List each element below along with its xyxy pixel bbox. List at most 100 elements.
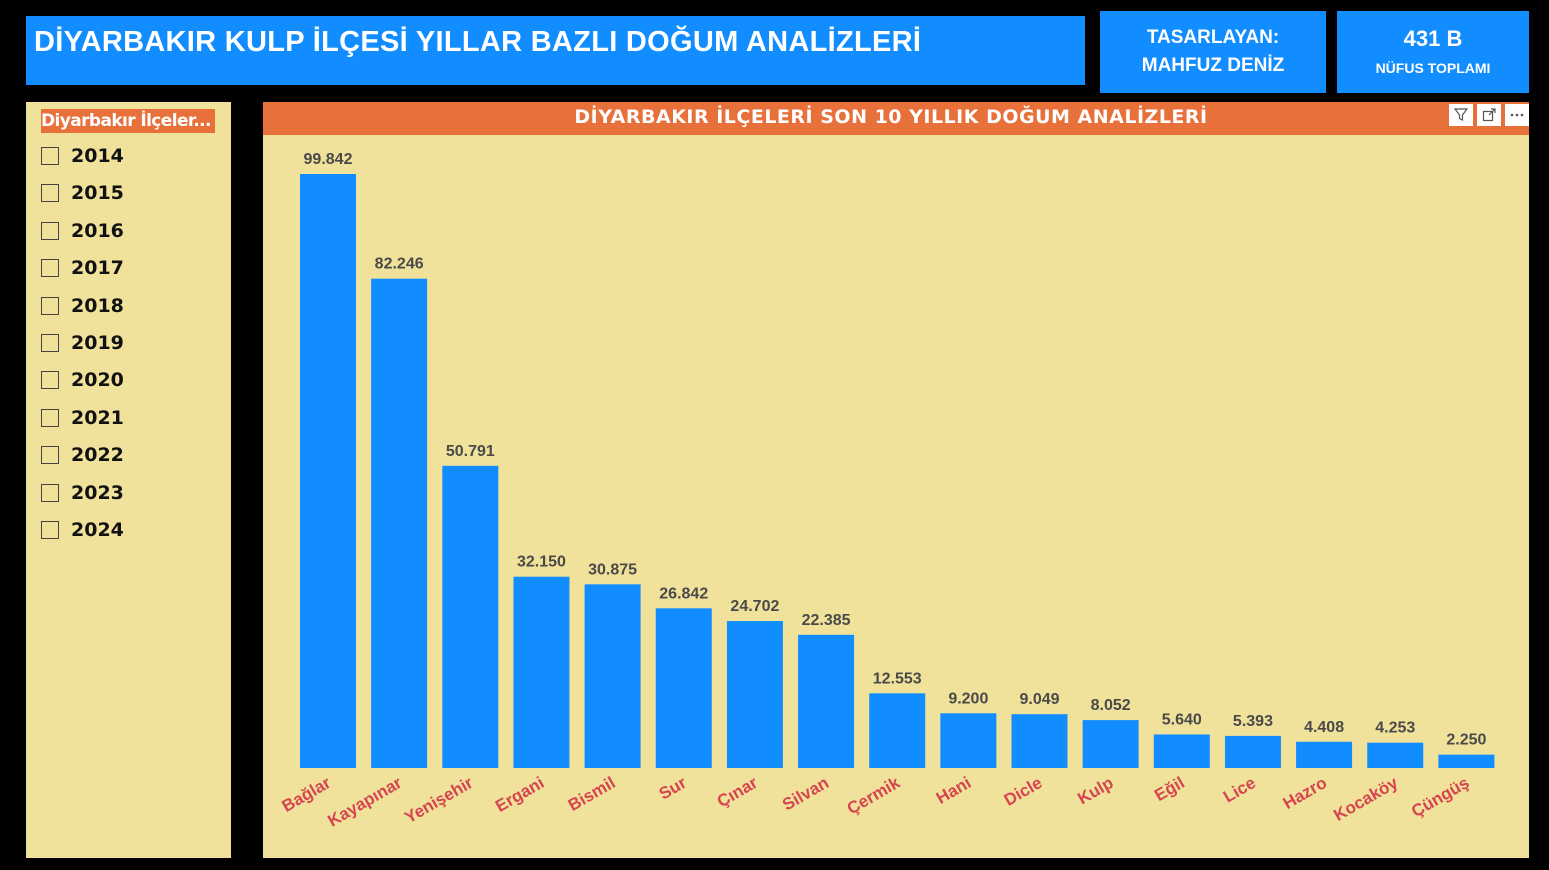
report-title: DİYARBAKIR KULP İLÇESİ YILLAR BAZLI DOĞU…: [34, 26, 922, 58]
filter-icon[interactable]: [1449, 104, 1473, 126]
data-label: 24.702: [730, 598, 779, 615]
slicer-item-2022[interactable]: 2022: [41, 440, 124, 470]
bar-Dicle[interactable]: [1011, 714, 1068, 768]
data-label: 8.052: [1091, 697, 1131, 714]
bar-Kocaköy[interactable]: [1367, 742, 1424, 768]
data-label: 4.408: [1304, 719, 1344, 736]
slicer-checkbox[interactable]: [41, 184, 59, 203]
category-label: Çermik: [844, 773, 904, 819]
slicer-checkbox[interactable]: [41, 147, 59, 165]
bar-Bağlar[interactable]: [300, 174, 356, 768]
slicer-item-label: 2022: [71, 444, 124, 467]
category-label: Kocaköy: [1330, 773, 1401, 825]
bar-Yenişehir[interactable]: [442, 465, 499, 768]
data-label: 5.640: [1162, 711, 1202, 728]
data-label: 12.553: [873, 670, 922, 687]
slicer-item-label: 2023: [71, 481, 124, 504]
bar-Çüngüş[interactable]: [1438, 754, 1495, 768]
data-label: 99.842: [304, 151, 353, 168]
births-chart-panel: DİYARBAKIR İLÇELERİ SON 10 YILLIK DOĞUM …: [263, 102, 1529, 858]
data-label: 5.393: [1233, 713, 1273, 730]
slicer-item-2021[interactable]: 2021: [41, 403, 124, 433]
data-label: 50.791: [446, 443, 495, 460]
data-label: 4.253: [1375, 720, 1415, 737]
slicer-item-2014[interactable]: 2014: [41, 141, 124, 171]
slicer-title[interactable]: Diyarbakır İlçeler...: [41, 109, 215, 133]
slicer-item-label: 2018: [71, 294, 124, 317]
category-label: Dicle: [1001, 773, 1046, 810]
population-kpi-card: 431 B NÜFUS TOPLAMI: [1337, 11, 1529, 93]
slicer-item-label: 2015: [71, 182, 124, 205]
kpi-label: NÜFUS TOPLAMI: [1375, 60, 1491, 76]
slicer-item-2023[interactable]: 2023: [41, 478, 124, 508]
slicer-checkbox[interactable]: [41, 221, 59, 240]
category-label: Hazro: [1280, 773, 1330, 813]
bar-Sur[interactable]: [655, 608, 712, 768]
slicer-item-2018[interactable]: 2018: [41, 291, 124, 321]
data-label: 30.875: [588, 561, 637, 578]
report-title-box: DİYARBAKIR KULP İLÇESİ YILLAR BAZLI DOĞU…: [26, 16, 1085, 85]
focus-mode-icon[interactable]: [1477, 104, 1501, 126]
data-label: 26.842: [659, 585, 708, 602]
slicer-checkbox[interactable]: [41, 334, 59, 352]
slicer-item-2015[interactable]: 2015: [41, 178, 124, 208]
slicer-item-2019[interactable]: 2019: [41, 328, 124, 358]
category-label: Yenişehir: [401, 773, 476, 827]
author-card: TASARLAYAN: MAHFUZ DENİZ: [1100, 11, 1326, 93]
bar-Eğil[interactable]: [1153, 734, 1210, 768]
category-label: Ergani: [492, 773, 547, 816]
kpi-value: 431 B: [1403, 26, 1463, 51]
slicer-checkbox[interactable]: [41, 296, 59, 315]
slicer-item-2020[interactable]: 2020: [41, 365, 124, 395]
slicer-checkbox[interactable]: [41, 259, 59, 278]
bar-Kulp[interactable]: [1082, 720, 1139, 768]
category-label: Kayapınar: [324, 773, 405, 831]
slicer-item-label: 2019: [71, 332, 124, 354]
slicer-item-2017[interactable]: 2017: [41, 253, 124, 283]
category-label: Silvan: [779, 773, 832, 815]
slicer-checkbox[interactable]: [41, 483, 59, 502]
bar-Bismil[interactable]: [584, 584, 641, 768]
slicer-item-label: 2020: [71, 369, 124, 392]
slicer-checkbox[interactable]: [41, 446, 59, 465]
category-label: Eğil: [1151, 773, 1187, 805]
bar-Silvan[interactable]: [798, 634, 855, 768]
slicer-item-2024[interactable]: 2024: [41, 515, 124, 545]
category-label: Sur: [656, 773, 690, 804]
category-label: Lice: [1220, 773, 1259, 806]
slicer-item-label: 2017: [71, 257, 124, 280]
category-label: Bismil: [565, 773, 619, 815]
data-label: 2.250: [1446, 732, 1486, 749]
category-label: Çüngüş: [1408, 773, 1472, 821]
bar-Çermik[interactable]: [869, 693, 926, 768]
category-label: Bağlar: [279, 773, 335, 816]
more-options-icon[interactable]: [1505, 104, 1529, 126]
bar-chart: 99.842 Bağlar 82.246 Kayapınar 50.791 Yenişeh…: [279, 151, 1495, 831]
data-label: 82.246: [375, 256, 424, 273]
author-name: MAHFUZ DENİZ: [1141, 55, 1285, 76]
bar-Çınar[interactable]: [726, 621, 783, 768]
slicer-item-label: 2014: [71, 145, 124, 167]
data-label: 9.049: [1019, 691, 1059, 708]
chart-title: DİYARBAKIR İLÇELERİ SON 10 YILLIK DOĞUM …: [574, 106, 1208, 128]
slicer-item-label: 2016: [71, 219, 124, 242]
slicer-checkbox[interactable]: [41, 408, 59, 427]
bar-Hazro[interactable]: [1296, 741, 1353, 768]
bar-Kayapınar[interactable]: [371, 278, 428, 768]
slicer-checkbox[interactable]: [41, 521, 59, 539]
chart-title-bar: DİYARBAKIR İLÇELERİ SON 10 YILLIK DOĞUM …: [263, 102, 1529, 135]
year-slicer: Diyarbakır İlçeler... 2014 2015 2016 2017 20…: [26, 102, 231, 858]
bar-Lice[interactable]: [1224, 735, 1281, 768]
bar-Hani[interactable]: [940, 713, 997, 768]
category-label: Hani: [933, 773, 974, 808]
data-label: 32.150: [517, 554, 566, 571]
data-label: 9.200: [948, 690, 988, 707]
slicer-checkbox[interactable]: [41, 371, 59, 390]
bar-Ergani[interactable]: [513, 576, 570, 768]
category-label: Kulp: [1074, 773, 1116, 808]
author-label: TASARLAYAN:: [1146, 27, 1280, 48]
slicer-item-2016[interactable]: 2016: [41, 216, 124, 246]
category-label: Çınar: [714, 773, 761, 811]
slicer-item-label: 2021: [71, 406, 124, 429]
slicer-item-label: 2024: [71, 519, 124, 541]
